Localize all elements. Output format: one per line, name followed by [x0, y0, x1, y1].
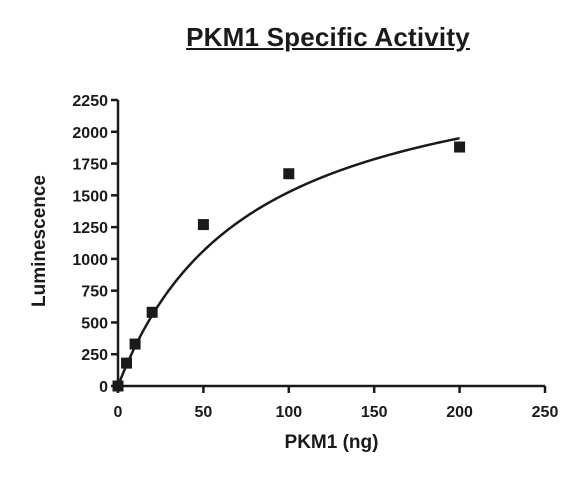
data-point: [146, 306, 158, 318]
y-tick-label: 500: [81, 315, 108, 332]
y-tick-label: 250: [81, 347, 108, 364]
data-point: [283, 168, 295, 180]
y-tick-label: 1250: [72, 220, 108, 237]
axes: [116, 100, 545, 388]
y-tick-label: 2000: [72, 125, 108, 142]
x-tick-label: 250: [532, 404, 559, 421]
y-axis-label: Luminescence: [29, 175, 50, 307]
y-tick-label: 0: [99, 379, 108, 396]
y-tick-label: 2250: [72, 93, 108, 110]
x-axis-label: PKM1 (ng): [285, 432, 379, 453]
data-point: [112, 380, 124, 392]
x-axis-ticks: 0 50 100 150 200 250: [114, 386, 559, 421]
x-tick-label: 200: [446, 404, 473, 421]
data-point: [197, 219, 209, 231]
data-point: [121, 357, 133, 369]
chart-title: PKM1 Specific Activity: [186, 22, 470, 52]
x-tick-label: 0: [114, 404, 123, 421]
x-tick-label: 50: [195, 404, 213, 421]
y-tick-label: 1000: [72, 252, 108, 269]
data-points: [112, 141, 466, 392]
fit-curve: [116, 136, 460, 387]
y-tick-label: 750: [81, 284, 108, 301]
data-point: [454, 141, 466, 153]
y-axis-ticks: 0 250 500 750 1000 1250 1500 1750 2000 2250: [72, 93, 118, 396]
y-tick-label: 1500: [72, 188, 108, 205]
x-tick-label: 100: [275, 404, 302, 421]
x-tick-label: 150: [361, 404, 388, 421]
data-point: [129, 338, 141, 350]
y-tick-label: 1750: [72, 157, 108, 174]
